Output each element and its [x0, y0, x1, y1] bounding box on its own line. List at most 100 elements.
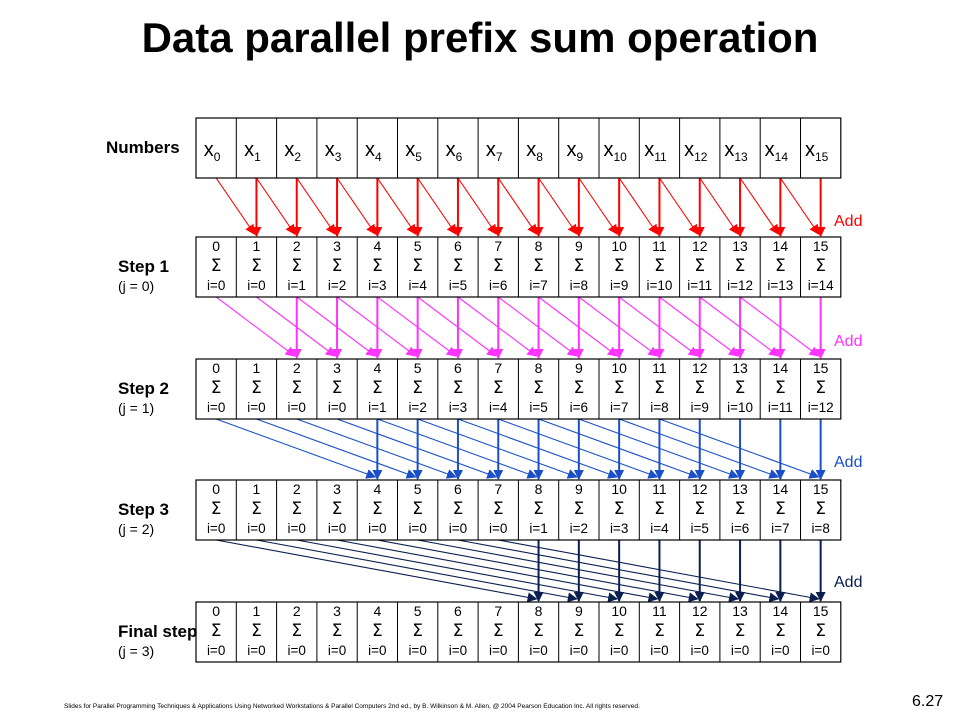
sigma-symbol: Σ: [533, 621, 544, 641]
cell-lower-index: i=0: [288, 643, 306, 658]
cell-lower-index: i=0: [771, 643, 789, 658]
cell-upper-value: 6: [454, 360, 462, 376]
cell-lower-index: i=5: [691, 521, 709, 536]
cell-upper-value: 2: [293, 481, 301, 497]
cell-lower-index: i=0: [247, 400, 265, 415]
sigma-symbol: Σ: [614, 499, 625, 519]
labels-layer: Numbers Step 1 (j = 0) Step 2 (j = 1) Step 3 (…: [106, 138, 862, 659]
cell-lower-index: i=8: [570, 278, 588, 293]
number-cell-x7: x7: [486, 139, 503, 164]
cell-upper-value: 11: [652, 238, 667, 254]
sigma-symbol: Σ: [694, 378, 705, 398]
sigma-symbol: Σ: [453, 499, 464, 519]
cell-upper-value: 8: [535, 481, 543, 497]
diagonal-arrow: [377, 418, 538, 479]
diagonal-arrow: [417, 418, 578, 479]
sigma-symbol: Σ: [775, 621, 786, 641]
cell-upper-value: 0: [212, 481, 220, 497]
sigma-symbol: Σ: [251, 621, 262, 641]
cell-upper-value: 0: [212, 603, 220, 619]
sigma-symbol: Σ: [735, 256, 746, 276]
number-cell-x3: x3: [325, 139, 342, 164]
sigma-symbol: Σ: [211, 621, 222, 641]
diagonal-arrow: [497, 177, 538, 235]
arrows-stage-1: [215, 177, 826, 237]
cell-upper-value: 12: [692, 360, 708, 376]
sigma-symbol: Σ: [493, 256, 504, 276]
sigma-symbol: Σ: [493, 378, 504, 398]
cell-lower-index: i=0: [650, 643, 668, 658]
cell-upper-value: 7: [494, 603, 502, 619]
cell-upper-value: 8: [535, 360, 543, 376]
number-cell-x12: x12: [684, 139, 708, 164]
diagonal-arrow: [498, 418, 659, 479]
cell-upper-value: 10: [611, 360, 627, 376]
cell-upper-value: 13: [732, 238, 748, 254]
cell-lower-index: i=6: [489, 278, 507, 293]
cell-upper-value: 3: [333, 603, 341, 619]
diagonal-arrow: [578, 296, 659, 357]
number-cell-x4: x4: [365, 139, 382, 164]
cell-lower-index: i=0: [610, 643, 628, 658]
footer-credit: Slides for Parallel Programming Techniqu…: [64, 703, 640, 710]
cell-lower-index: i=9: [691, 400, 709, 415]
step-label: Step 3: [118, 500, 169, 519]
diagonal-arrow: [497, 296, 578, 357]
diagonal-arrow: [417, 296, 498, 357]
diagonal-arrow: [538, 296, 618, 357]
diagonal-arrow: [417, 539, 740, 603]
cell-lower-index: i=0: [207, 400, 225, 415]
sigma-symbol: Σ: [211, 256, 222, 276]
step-row-4: [195, 601, 842, 663]
sigma-symbol: Σ: [493, 499, 504, 519]
cell-lower-index: i=4: [408, 278, 427, 293]
cell-upper-value: 15: [813, 603, 829, 619]
diagonal-arrow: [336, 418, 498, 479]
cell-lower-index: i=4: [489, 400, 508, 415]
cell-upper-value: 5: [414, 238, 422, 254]
sigma-symbol: Σ: [654, 378, 665, 398]
sigma-symbol: Σ: [372, 621, 383, 641]
page-number: 6.27: [912, 693, 944, 710]
cell-upper-value: 1: [253, 481, 261, 497]
sigma-symbol: Σ: [654, 621, 665, 641]
number-cell-x6: x6: [446, 139, 463, 164]
cell-upper-value: 15: [813, 481, 829, 497]
sigma-symbol: Σ: [533, 378, 544, 398]
cell-upper-value: 7: [494, 360, 502, 376]
page-title: Data parallel prefix sum operation: [141, 14, 819, 61]
cell-upper-value: 14: [773, 603, 789, 619]
diagonal-arrow: [498, 539, 820, 603]
sigma-symbol: Σ: [775, 256, 786, 276]
diagonal-arrow: [457, 296, 538, 357]
step-label: Step 2: [118, 379, 169, 398]
sigma-symbol: Σ: [332, 499, 343, 519]
cell-upper-value: 5: [414, 481, 422, 497]
diagonal-arrow: [457, 539, 780, 603]
cell-upper-value: 5: [414, 360, 422, 376]
cell-lower-index: i=0: [570, 643, 588, 658]
diagonal-arrow: [699, 177, 739, 235]
cell-upper-value: 12: [692, 481, 708, 497]
cell-upper-value: 14: [773, 238, 789, 254]
cell-upper-value: 2: [293, 603, 301, 619]
number-cell-x2: x2: [284, 139, 301, 164]
cell-upper-value: 4: [373, 238, 381, 254]
diagonal-arrow: [457, 177, 497, 235]
cell-lower-index: i=7: [771, 521, 789, 536]
number-cell-x10: x10: [603, 139, 627, 164]
sigma-symbol: Σ: [694, 499, 705, 519]
sigma-symbol: Σ: [372, 378, 383, 398]
step-row-1: [195, 236, 842, 298]
diagonal-arrow: [699, 296, 780, 357]
cell-upper-value: 13: [732, 481, 748, 497]
diagonal-arrow: [336, 177, 376, 235]
cell-upper-value: 0: [212, 238, 220, 254]
cell-upper-value: 4: [373, 603, 381, 619]
sigma-symbol: Σ: [533, 499, 544, 519]
cell-lower-index: i=6: [570, 400, 588, 415]
cell-upper-value: 15: [813, 238, 829, 254]
diagonal-arrow: [215, 177, 256, 235]
cell-lower-index: i=0: [207, 643, 225, 658]
diagonal-arrow: [296, 539, 619, 603]
